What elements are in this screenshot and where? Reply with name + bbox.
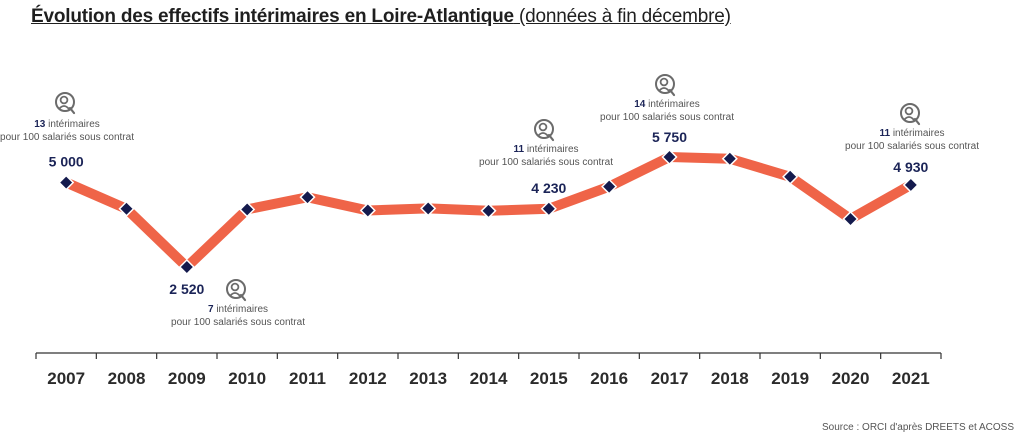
data-point-marker <box>842 210 859 228</box>
temp-worker-icon <box>226 279 247 302</box>
data-point-marker <box>902 176 919 193</box>
x-tick-label: 2019 <box>771 369 809 388</box>
annotation-rate-text: intérimaires <box>890 128 944 139</box>
annotation-rate-base: pour 100 salariés sous contrat <box>0 132 134 143</box>
data-point-marker <box>359 202 376 219</box>
x-tick-label: 2009 <box>168 369 206 388</box>
data-point-marker <box>601 178 618 195</box>
annotation-rate-value: 13 <box>34 119 46 130</box>
temp-worker-icon <box>534 119 555 142</box>
data-label: 2 520 <box>169 281 204 297</box>
data-point-marker <box>480 202 497 219</box>
x-tick-label: 2012 <box>349 369 387 388</box>
annotations-layer: 13 intérimaires pour 100 salariés sous co… <box>0 74 979 328</box>
x-tick-label: 2016 <box>590 369 628 388</box>
annotation: 7 intérimaires pour 100 salariés sous con… <box>171 279 305 328</box>
annotation: 11 intérimaires pour 100 salariés sous co… <box>479 119 613 168</box>
temp-worker-icon <box>55 92 76 115</box>
source-note: Source : ORCI d'après DREETS et ACOSS <box>822 422 1014 433</box>
x-axis: 2007 2008 2009 2010 2011 2012 2013 2014 2015 2016… <box>35 352 942 388</box>
annotation: 11 intérimaires pour 100 salariés sous co… <box>845 103 979 152</box>
x-tick-label: 2018 <box>711 369 749 388</box>
annotation-rate-value: 14 <box>634 99 646 110</box>
chart-title-main: Évolution des effectifs intérimaires en … <box>31 6 514 27</box>
x-tick-label: 2017 <box>651 369 689 388</box>
annotation-rate-base: pour 100 salariés sous contrat <box>845 141 979 152</box>
data-label: 5 750 <box>652 129 687 145</box>
data-point-marker <box>782 168 799 185</box>
data-point-marker <box>540 200 557 217</box>
annotation-rate-base: pour 100 salariés sous contrat <box>479 157 613 168</box>
data-point-marker <box>178 258 195 276</box>
annotation-rate: 11 intérimaires <box>879 128 944 139</box>
annotation-rate-value: 11 <box>513 144 524 155</box>
data-point-marker <box>239 201 256 218</box>
annotation-rate-text: intérimaires <box>645 99 699 110</box>
data-point-marker <box>420 200 437 217</box>
data-point-marker <box>299 189 316 206</box>
x-tick-label: 2020 <box>832 369 870 388</box>
data-labels-layer: 5 000 2 520 4 230 5 750 4 930 <box>49 129 929 297</box>
chart-title-sub: (données à fin décembre) <box>513 6 731 27</box>
data-point-marker <box>118 200 135 217</box>
x-tick-label: 2010 <box>228 369 266 388</box>
annotation-rate: 13 intérimaires <box>34 119 100 130</box>
annotation-rate-value: 11 <box>879 128 890 139</box>
data-point-marker <box>721 150 738 167</box>
annotation: 14 intérimaires pour 100 salariés sous co… <box>600 74 734 123</box>
chart-title: Évolution des effectifs intérimaires en … <box>31 6 731 28</box>
x-tick-label: 2011 <box>289 369 326 388</box>
x-tick-label: 2014 <box>470 369 508 388</box>
annotation-rate-text: intérimaires <box>45 119 99 130</box>
data-label: 5 000 <box>49 154 84 170</box>
annotation: 13 intérimaires pour 100 salariés sous co… <box>0 92 134 143</box>
annotation-rate-value: 7 <box>208 304 214 315</box>
data-label: 4 930 <box>893 159 928 175</box>
x-tick-label: 2013 <box>409 369 447 388</box>
x-tick-label: 2021 <box>892 369 930 388</box>
x-tick-label: 2008 <box>108 369 146 388</box>
annotation-rate: 7 intérimaires <box>208 304 268 315</box>
annotation-rate-text: intérimaires <box>214 304 268 315</box>
annotation-rate-text: intérimaires <box>524 144 578 155</box>
annotation-rate-base: pour 100 salariés sous contrat <box>600 112 734 123</box>
data-point-marker <box>661 148 678 166</box>
temp-worker-icon <box>655 74 676 97</box>
annotation-rate: 14 intérimaires <box>634 99 700 110</box>
x-tick-label: 2015 <box>530 369 568 388</box>
temp-worker-icon <box>900 103 921 126</box>
x-tick-label: 2007 <box>47 369 85 388</box>
data-label: 4 230 <box>531 180 566 196</box>
annotation-rate: 11 intérimaires <box>513 144 578 155</box>
data-point-marker <box>58 174 75 191</box>
annotation-rate-base: pour 100 salariés sous contrat <box>171 317 305 328</box>
markers-layer <box>58 148 919 276</box>
